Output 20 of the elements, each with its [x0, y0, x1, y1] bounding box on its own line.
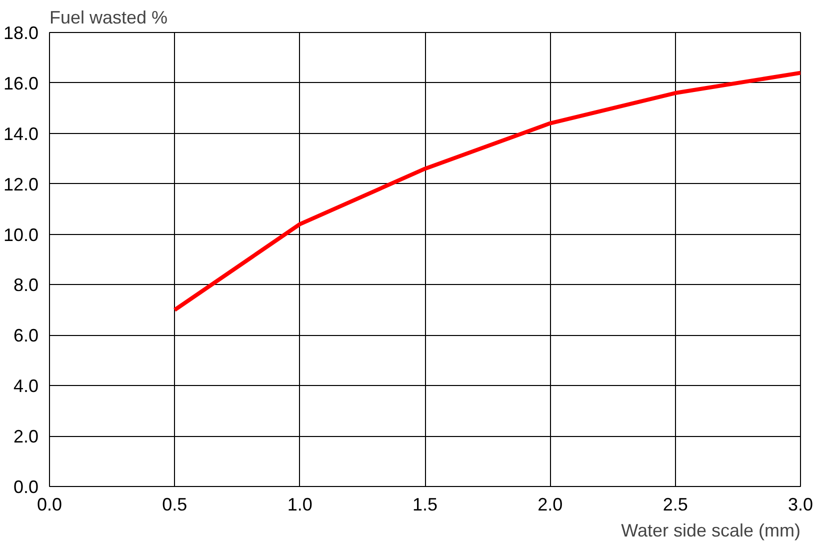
x-tick-label: 2.5: [662, 494, 688, 514]
x-tick-label: 1.5: [412, 494, 438, 514]
y-axis-title: Fuel wasted %: [50, 8, 168, 28]
y-tick-label: 18.0: [3, 23, 39, 43]
y-tick-label: 0.0: [13, 477, 39, 497]
y-tick-label: 16.0: [3, 73, 39, 94]
y-tick-label: 8.0: [13, 275, 39, 296]
x-tick-label: 3.0: [788, 494, 814, 514]
y-tick-label: 14.0: [3, 124, 39, 144]
line-series: [172, 70, 800, 312]
y-tick-label: 2.0: [13, 426, 39, 447]
y-tick-label: 12.0: [3, 174, 39, 194]
x-tick-label: 2.0: [538, 494, 563, 514]
y-tick-label: 10.0: [3, 224, 39, 245]
x-tick-label: 0.0: [36, 494, 62, 514]
y-tick-label: 4.0: [13, 376, 39, 396]
x-tick-label: 1.0: [287, 494, 312, 514]
x-tick-label: 0.5: [162, 494, 188, 514]
y-tick-label: 6.0: [13, 326, 39, 346]
x-axis-title: Water side scale (mm): [621, 520, 800, 540]
